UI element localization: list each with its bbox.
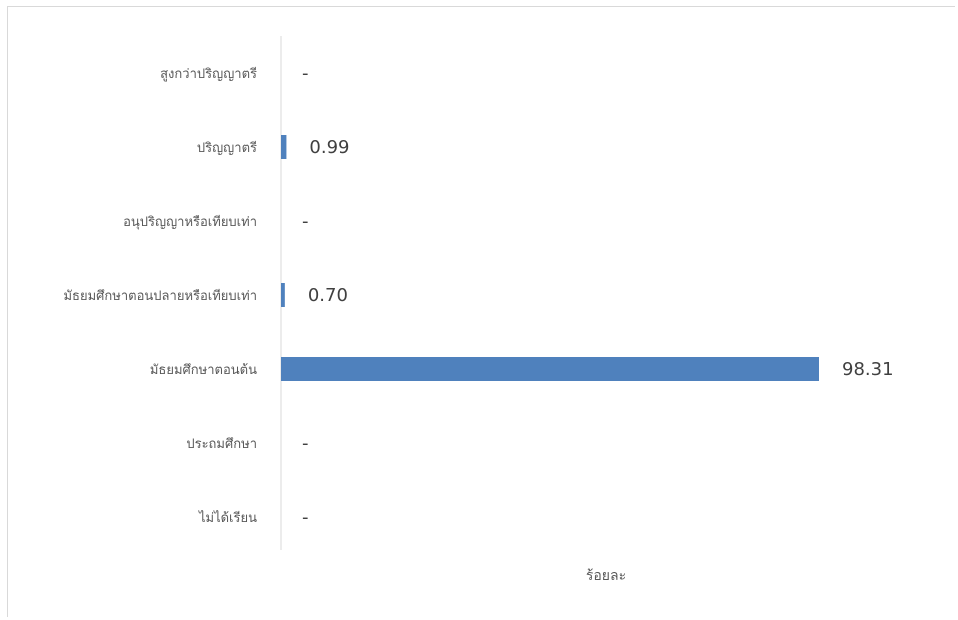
value-label: - bbox=[302, 507, 309, 528]
category-label: ไม่ได้เรียน bbox=[198, 510, 257, 526]
bar bbox=[281, 357, 819, 381]
category-label: ปริญญาตรี bbox=[197, 140, 257, 156]
bar bbox=[281, 135, 286, 159]
category-label: มัธยมศึกษาตอนต้น bbox=[150, 363, 257, 378]
value-label: - bbox=[302, 433, 309, 454]
category-label: ประถมศึกษา bbox=[186, 437, 257, 452]
value-label: 0.99 bbox=[309, 137, 349, 158]
value-label: - bbox=[302, 63, 309, 84]
value-label: 0.70 bbox=[308, 285, 348, 306]
value-label: 98.31 bbox=[842, 359, 894, 380]
value-labels: - 0.99 - 0.70 98.31 - - bbox=[302, 63, 894, 528]
bars-group bbox=[281, 135, 819, 381]
value-label: - bbox=[302, 211, 309, 232]
category-label: มัธยมศึกษาตอนปลายหรือเทียบเท่า bbox=[63, 288, 257, 304]
category-labels: สูงกว่าปริญญาตรีปริญญาตรีอนุปริญญาหรือเท… bbox=[63, 66, 257, 526]
bar bbox=[281, 283, 285, 307]
category-label: อนุปริญญาหรือเทียบเท่า bbox=[123, 214, 257, 230]
x-axis-title: ร้อยละ bbox=[586, 568, 626, 584]
category-label: สูงกว่าปริญญาตรี bbox=[160, 66, 257, 82]
